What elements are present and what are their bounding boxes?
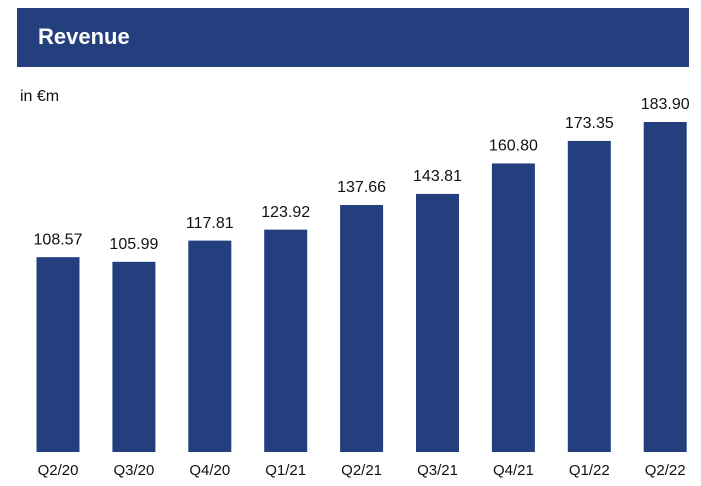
value-label: 137.66 — [337, 179, 386, 196]
x-tick-label: Q3/21 — [417, 462, 458, 479]
value-label: 160.80 — [489, 138, 538, 155]
bar — [491, 163, 535, 452]
bar — [264, 229, 308, 452]
bar — [416, 193, 459, 452]
x-tick-label: Q1/22 — [569, 462, 610, 479]
x-tick-label: Q2/20 — [38, 462, 79, 479]
chart-title: Revenue — [38, 24, 130, 49]
bar — [112, 261, 156, 452]
x-tick-label: Q3/20 — [113, 462, 154, 479]
value-label: 108.57 — [34, 231, 83, 248]
x-tick-label: Q4/20 — [189, 462, 230, 479]
bar — [643, 122, 687, 452]
value-label: 183.90 — [641, 96, 690, 113]
header-banner — [17, 8, 689, 67]
x-tick-label: Q2/21 — [341, 462, 382, 479]
value-label: 143.81 — [413, 168, 462, 185]
unit-label: in €m — [20, 88, 59, 105]
x-tick-label: Q1/21 — [265, 462, 306, 479]
value-label: 123.92 — [261, 204, 310, 221]
value-label: 105.99 — [109, 236, 158, 253]
bar — [36, 257, 80, 452]
bar — [567, 140, 611, 452]
x-tick-label: Q2/22 — [645, 462, 686, 479]
value-label: 117.81 — [186, 215, 234, 232]
bar — [340, 204, 384, 452]
value-label: 173.35 — [565, 115, 614, 132]
x-tick-label: Q4/21 — [493, 462, 534, 479]
bar — [188, 240, 232, 452]
